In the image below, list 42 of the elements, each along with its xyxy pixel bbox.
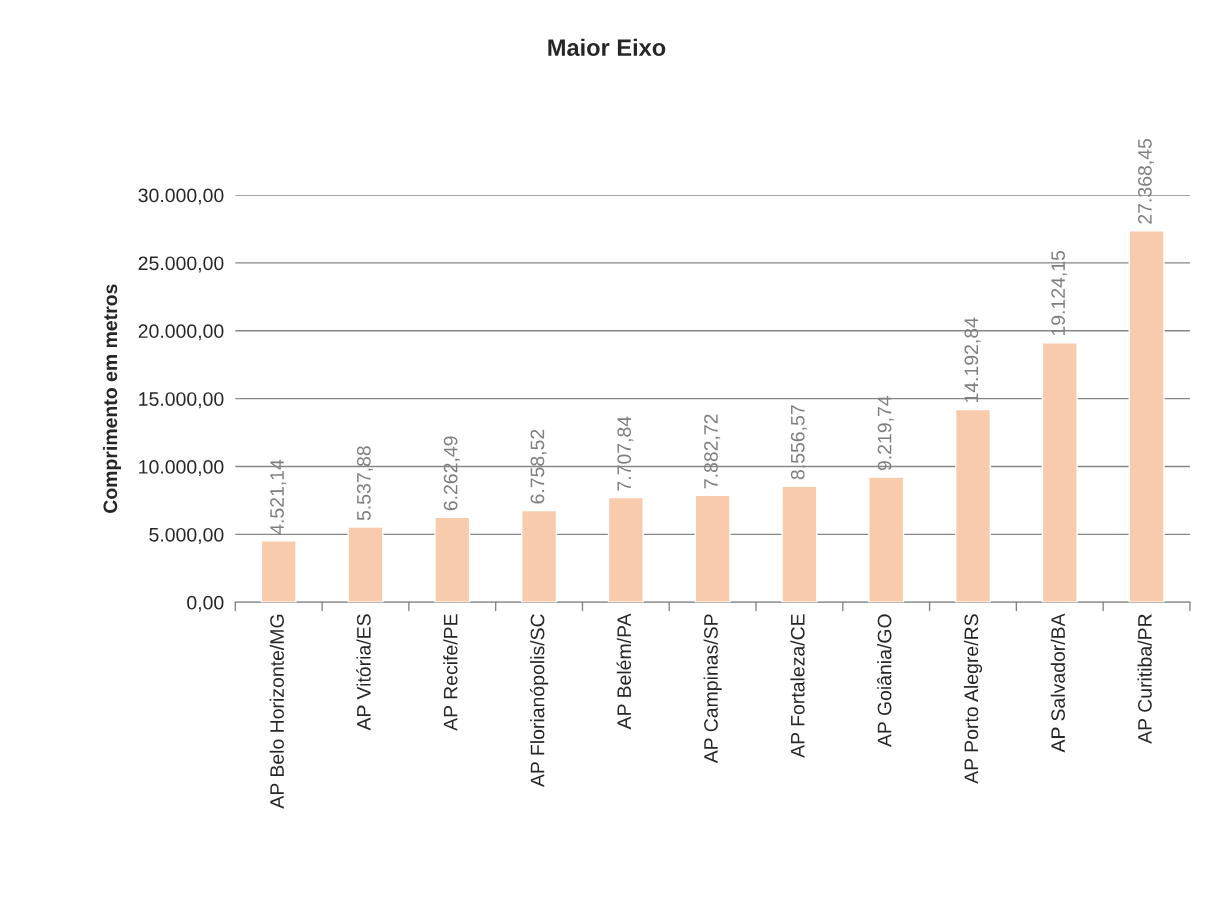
- data-label: 14.192,84: [964, 317, 981, 403]
- bar: [607, 496, 644, 603]
- chart-title: Maior Eixo: [548, 38, 666, 56]
- y-tick-label: 10.000,00: [139, 460, 224, 477]
- bar: [868, 476, 905, 603]
- y-tick-label: 0,00: [187, 595, 224, 612]
- x-tick-label: AP Vitória/ES: [356, 614, 371, 731]
- data-label: 6.262,49: [443, 436, 460, 511]
- data-label: 19.124,15: [1051, 250, 1068, 336]
- x-tick-label: AP Goiânia/GO: [877, 614, 892, 748]
- x-tick-label: AP Florianópolis/SC: [529, 614, 549, 788]
- bar: [954, 408, 992, 603]
- data-label: 8.556,57: [790, 405, 807, 480]
- bar: [521, 509, 558, 603]
- x-tick-label: AP Campinas/SP: [703, 614, 722, 764]
- data-label: 9.219,74: [877, 395, 894, 471]
- y-tick-label: 5.000,00: [149, 527, 224, 544]
- x-tick-label: AP Salvador/BA: [1050, 613, 1065, 753]
- bar: [1041, 341, 1078, 603]
- x-tick-label: AP Porto Alegre/RS: [963, 614, 983, 784]
- y-tick-label: 15.000,00: [139, 392, 224, 409]
- data-label: 7.882,72: [704, 414, 721, 489]
- x-tick-label: AP Recife/PE: [443, 614, 458, 731]
- y-tick-label: 20.000,00: [138, 324, 224, 341]
- data-label: 5.537,88: [356, 446, 374, 521]
- bar: [694, 494, 731, 603]
- y-tick-label: 25.000,00: [138, 256, 224, 273]
- bar: [260, 540, 297, 603]
- bar: [434, 516, 471, 603]
- x-tick-label: AP Fortaleza/CE: [790, 614, 805, 758]
- y-tick-label: 30.000,00: [138, 188, 224, 205]
- y-axis-title: Comprimento em metros: [102, 284, 122, 513]
- data-label: 27.368,45: [1138, 138, 1155, 224]
- data-label: 7.707,84: [617, 416, 634, 491]
- bar: [347, 526, 384, 603]
- data-label: 6.758,52: [530, 429, 547, 504]
- x-tick-label: AP Belo Horizonte/MG: [269, 614, 284, 809]
- x-tick-label: AP Belém/PA: [616, 613, 632, 730]
- bar: [781, 485, 818, 603]
- data-label: 4.521,14: [270, 459, 287, 535]
- bar: [1128, 230, 1165, 603]
- x-tick-label: AP Curitiba/PR: [1137, 614, 1152, 744]
